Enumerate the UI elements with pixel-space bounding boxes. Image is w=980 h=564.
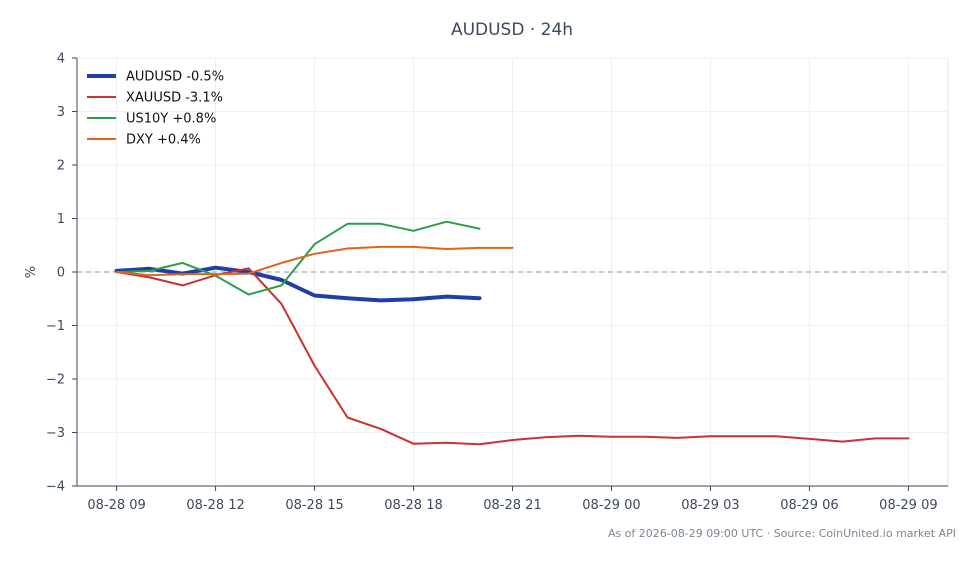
axes: −4 −3 −2 −1 0 1 2 3 4 08-28 09 08-28 12 08-28 15 08-…	[24, 52, 948, 513]
legend-label-xauusd: XAUUSD -3.1%	[126, 91, 223, 106]
y-tick-label: −3	[46, 426, 65, 441]
y-tick-label: −2	[46, 373, 65, 388]
x-tick-label: 08-29 06	[780, 498, 838, 513]
legend: AUDUSD -0.5% XAUUSD -3.1% US10Y +0.8% DXY +…	[87, 70, 224, 148]
y-tick-label: 0	[57, 266, 65, 281]
x-tick-label: 08-28 21	[483, 498, 541, 513]
x-tick-label: 08-28 12	[186, 498, 244, 513]
chart-title: AUDUSD · 24h	[450, 20, 574, 40]
source-footer: As of 2026-08-29 09:00 UTC · Source: Coi…	[607, 527, 956, 540]
x-tick-label: 08-29 03	[681, 498, 739, 513]
x-tick-label: 08-28 15	[285, 498, 343, 513]
x-tick-label: 08-28 09	[87, 498, 145, 513]
y-tick-label: −1	[46, 319, 65, 334]
y-tick-label: 4	[57, 52, 65, 67]
legend-label-audusd: AUDUSD -0.5%	[126, 70, 224, 85]
legend-label-us10y: US10Y +0.8%	[126, 112, 216, 127]
x-tick-label: 08-29 09	[879, 498, 937, 513]
y-tick-label: 3	[57, 105, 65, 120]
series-line-dxy	[115, 245, 514, 277]
series-lines	[114, 220, 910, 446]
y-tick-label: 1	[57, 212, 65, 227]
y-tick-label: 2	[57, 159, 65, 174]
series-line-audusd	[114, 265, 482, 303]
y-axis-label: %	[24, 266, 39, 278]
x-tick-label: 08-29 00	[582, 498, 640, 513]
legend-label-dxy: DXY +0.4%	[126, 133, 201, 148]
series-line-xauusd	[115, 267, 910, 446]
grid	[77, 57, 949, 487]
series-line-us10y	[115, 220, 481, 296]
x-tick-label: 08-28 18	[384, 498, 442, 513]
y-tick-label: −4	[46, 480, 65, 495]
